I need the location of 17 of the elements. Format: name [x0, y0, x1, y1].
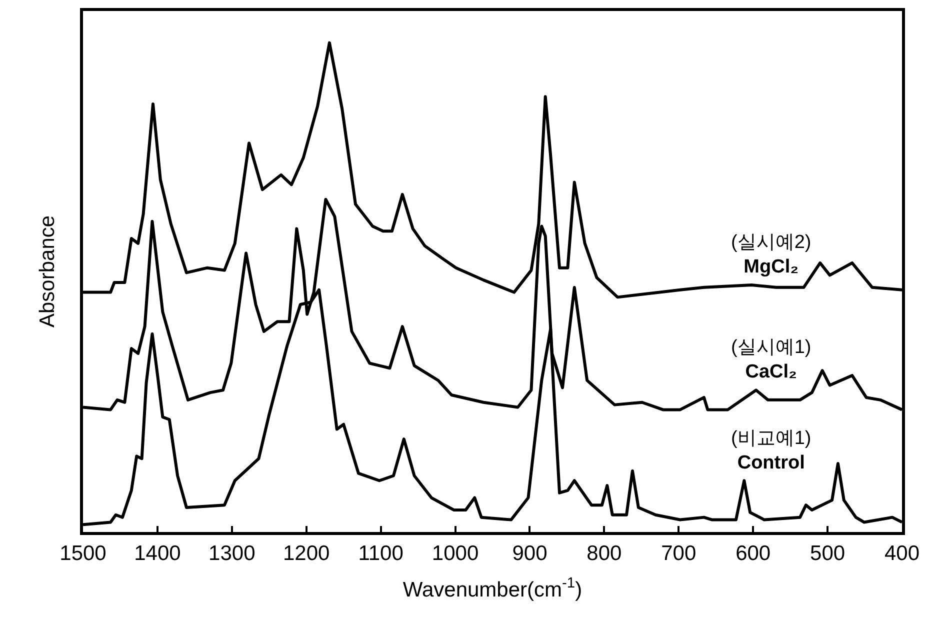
x-tick-label: 500	[810, 542, 846, 566]
x-tick-label: 600	[736, 542, 771, 566]
series-label: (실시예2) MgCl₂	[731, 232, 812, 278]
x-tick-label: 1200	[283, 542, 330, 566]
x-tick-label: 1300	[208, 542, 256, 566]
x-tick-label: 1100	[358, 542, 404, 566]
x-tick-label: 700	[661, 542, 696, 566]
x-tick-label: 1000	[432, 542, 479, 566]
x-tick-label: 400	[884, 542, 920, 566]
x-tick-label: 1500	[60, 542, 106, 566]
x-tick-label: 900	[512, 542, 548, 566]
x-tick-label: 800	[586, 542, 622, 566]
series-label: (비교예1) Control	[731, 428, 812, 474]
x-tick-label: 1400	[134, 542, 181, 566]
series-label: (실시예1) CaCl₂	[731, 337, 812, 383]
x-axis-title: Wavenumber(cm$^{-1}$)	[402, 576, 582, 602]
y-axis-title: Absorbance	[36, 215, 60, 328]
